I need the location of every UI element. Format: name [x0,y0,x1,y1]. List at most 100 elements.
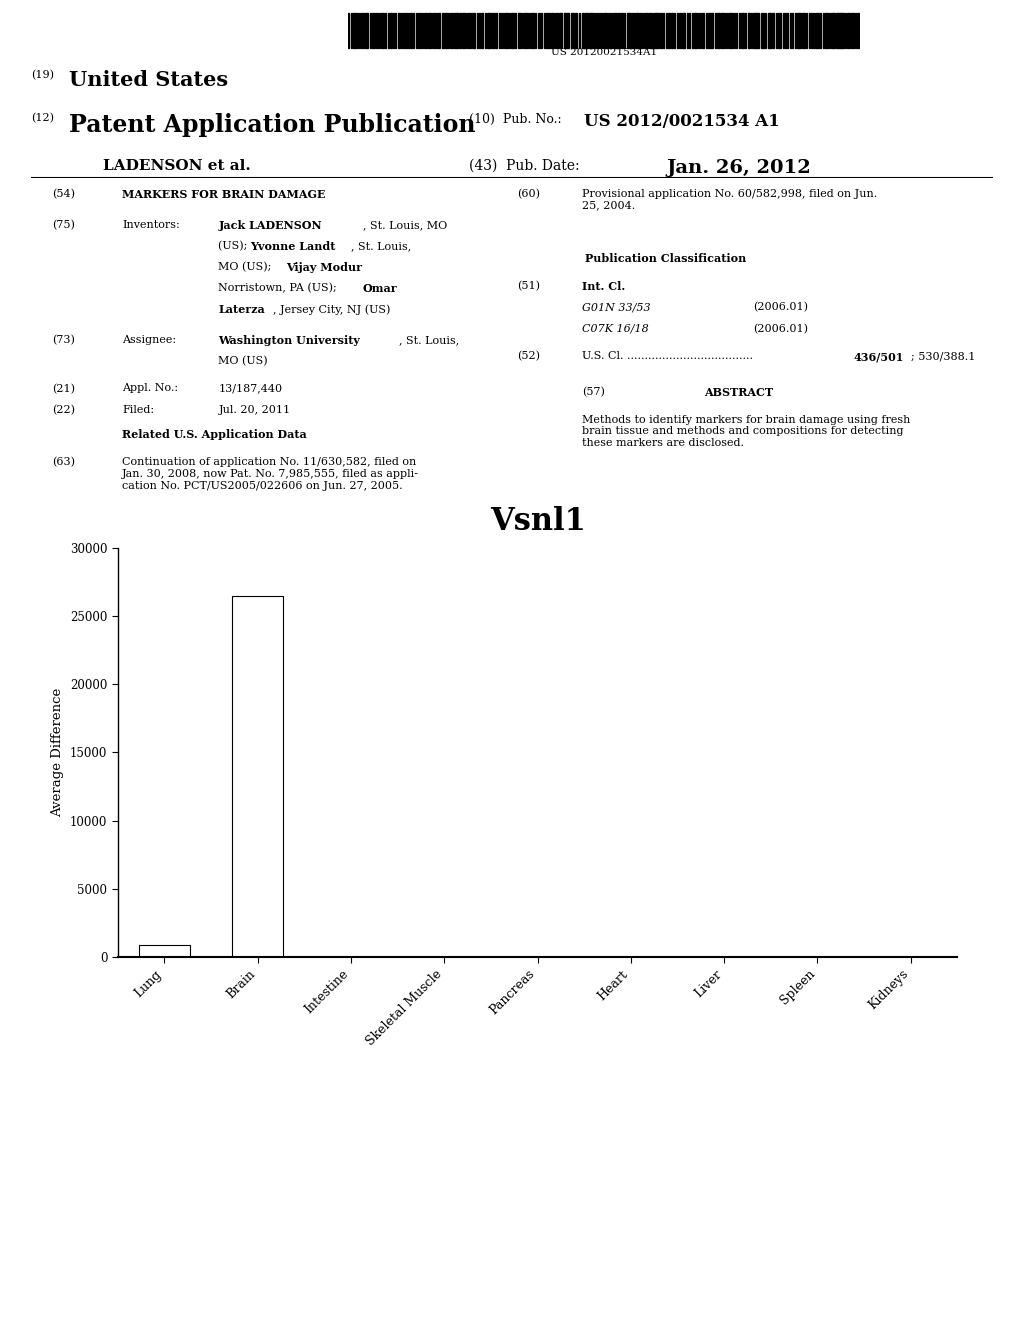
Bar [582,12,583,49]
Text: (75): (75) [52,220,75,231]
Bar [769,12,771,49]
Bar [739,12,740,49]
Bar [462,12,465,49]
Bar [535,12,537,49]
Bar [564,12,567,49]
Bar [694,12,697,49]
Bar [531,12,535,49]
Bar [418,12,420,49]
Bar [392,12,394,49]
Text: MO (US);: MO (US); [218,263,275,272]
Bar [750,12,751,49]
Text: (51): (51) [517,281,540,292]
Text: Vijay Modur: Vijay Modur [286,263,361,273]
Bar [598,12,599,49]
Bar [782,12,784,49]
Bar [602,12,603,49]
Bar [376,12,378,49]
Text: (12): (12) [31,114,53,124]
Bar [449,12,450,49]
Bar [717,12,720,49]
Text: Filed:: Filed: [122,405,155,414]
Bar [538,12,540,49]
Bar [406,12,407,49]
Bar [541,12,543,49]
Text: (54): (54) [52,189,75,199]
Bar [551,12,552,49]
Bar [372,12,375,49]
Bar [476,12,477,49]
Bar [765,12,766,49]
Bar [815,12,818,49]
Text: MO (US): MO (US) [218,356,268,366]
Text: (52): (52) [517,351,540,362]
Bar [612,12,613,49]
Text: Vsnl1: Vsnl1 [489,506,586,537]
Bar [454,12,455,49]
Text: U.S. Cl. ....................................: U.S. Cl. ...............................… [583,351,754,362]
Bar [495,12,498,49]
Bar [456,12,457,49]
Text: Patent Application Publication: Patent Application Publication [70,114,476,137]
Bar [624,12,626,49]
Bar [751,12,752,49]
Bar [691,12,693,49]
Bar [727,12,728,49]
Text: ; 530/388.1: ; 530/388.1 [911,351,976,362]
Text: (10)  Pub. No.:: (10) Pub. No.: [469,114,565,127]
Bar [395,12,396,49]
Bar [403,12,404,49]
Bar [481,12,483,49]
Text: ABSTRACT: ABSTRACT [705,387,774,397]
Bar [654,12,655,49]
Bar [697,12,699,49]
Y-axis label: Average Difference: Average Difference [51,688,65,817]
Bar [560,12,562,49]
Bar [702,12,705,49]
Bar [675,12,676,49]
Bar [466,12,467,49]
Text: (19): (19) [31,70,53,81]
Bar [741,12,744,49]
Bar [708,12,712,49]
Bar [423,12,424,49]
Bar [660,12,662,49]
Bar [232,595,284,957]
Bar [411,12,412,49]
Bar [830,12,833,49]
Bar [368,12,369,49]
Bar [736,12,737,49]
Bar [385,12,386,49]
Bar [484,12,485,49]
Bar [360,12,361,49]
Bar [458,12,459,49]
Text: Washington University: Washington University [218,335,360,346]
Bar [643,12,644,49]
Bar [700,12,701,49]
Bar [381,12,384,49]
Bar [353,12,357,49]
Bar [348,12,349,49]
Bar [656,12,659,49]
Bar [505,12,508,49]
Bar [492,12,494,49]
Bar [501,12,502,49]
Text: US 2012/0021534 A1: US 2012/0021534 A1 [584,114,780,131]
Bar [734,12,735,49]
Bar [397,12,400,49]
Text: (63): (63) [52,457,75,467]
Bar [797,12,798,49]
Bar [671,12,674,49]
Bar [584,12,585,49]
Bar [845,12,846,49]
Bar [488,12,490,49]
Bar [416,12,417,49]
Bar [811,12,812,49]
Text: (US);: (US); [218,242,251,252]
Bar [825,12,828,49]
Text: 13/187,440: 13/187,440 [218,384,283,393]
Bar [350,12,352,49]
Bar [518,12,521,49]
Text: Publication Classification: Publication Classification [586,253,746,264]
Bar [778,12,781,49]
